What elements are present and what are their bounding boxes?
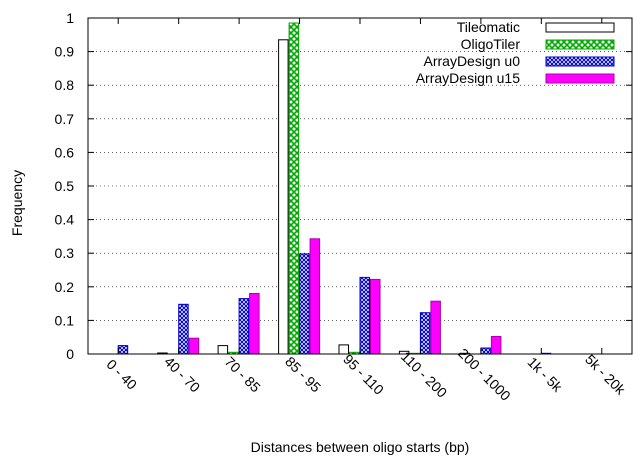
y-tick-label: 0.4 [55,212,75,228]
x-axis-label: Distances between oligo starts (bp) [251,439,470,455]
legend-swatch [545,73,615,84]
y-axis-label: Frequency [9,170,25,236]
y-tick-label: 0.7 [55,111,75,127]
y-tick-label: 0.2 [55,279,75,295]
legend-label: ArrayDesign u15 [416,70,520,86]
bar-oligotiler [288,22,300,355]
y-tick-label: 0.5 [55,178,75,194]
x-tick-label: 85 - 95 [282,353,324,395]
x-tick-label: 95 - 110 [340,351,387,398]
x-tick-label: 0 - 40 [104,356,141,393]
legend-swatch [545,39,615,50]
bar-arraydesign-u0 [178,303,189,355]
bar-arraydesign-u0 [238,298,250,355]
y-tick-label: 0.8 [55,77,75,93]
y-tick-label: 0.9 [55,44,75,60]
bar-arraydesign-u15 [188,337,200,355]
x-tick-label: 5k - 20k [582,351,629,398]
x-tick-label: 1k - 5k [524,354,566,396]
x-tick-label: 70 - 85 [222,353,264,395]
legend-swatch [545,22,615,33]
legend-label: ArrayDesign u0 [424,53,521,69]
x-tick-label: 40 - 70 [161,353,203,395]
bar-tileomatic [217,345,229,355]
bar-arraydesign-u0 [299,253,310,355]
bar-arraydesign-u15 [309,238,321,355]
bar-arraydesign-u15 [370,278,381,355]
y-tick-label: 0.1 [55,312,75,328]
y-tick-label: 0.6 [55,144,75,160]
bar-arraydesign-u15 [430,300,441,355]
legend-swatch [545,56,615,67]
x-tick-label: 110 - 200 [398,348,451,401]
y-tick-label: 0.3 [55,245,75,261]
bar-arraydesign-u15 [490,336,502,355]
bar-arraydesign-u15 [249,293,260,355]
bar-tileomatic [338,344,349,355]
legend-label: OligoTiler [461,36,521,52]
bar-arraydesign-u0 [117,345,129,355]
bar-arraydesign-u0 [359,276,370,355]
bar-arraydesign-u0 [419,312,431,355]
legend-label: Tileomatic [457,19,520,35]
bar-tileomatic [278,39,289,355]
bar-arraydesign-u0 [480,347,491,355]
y-tick-label: 0 [66,346,74,362]
y-tick-label: 1 [66,10,74,26]
